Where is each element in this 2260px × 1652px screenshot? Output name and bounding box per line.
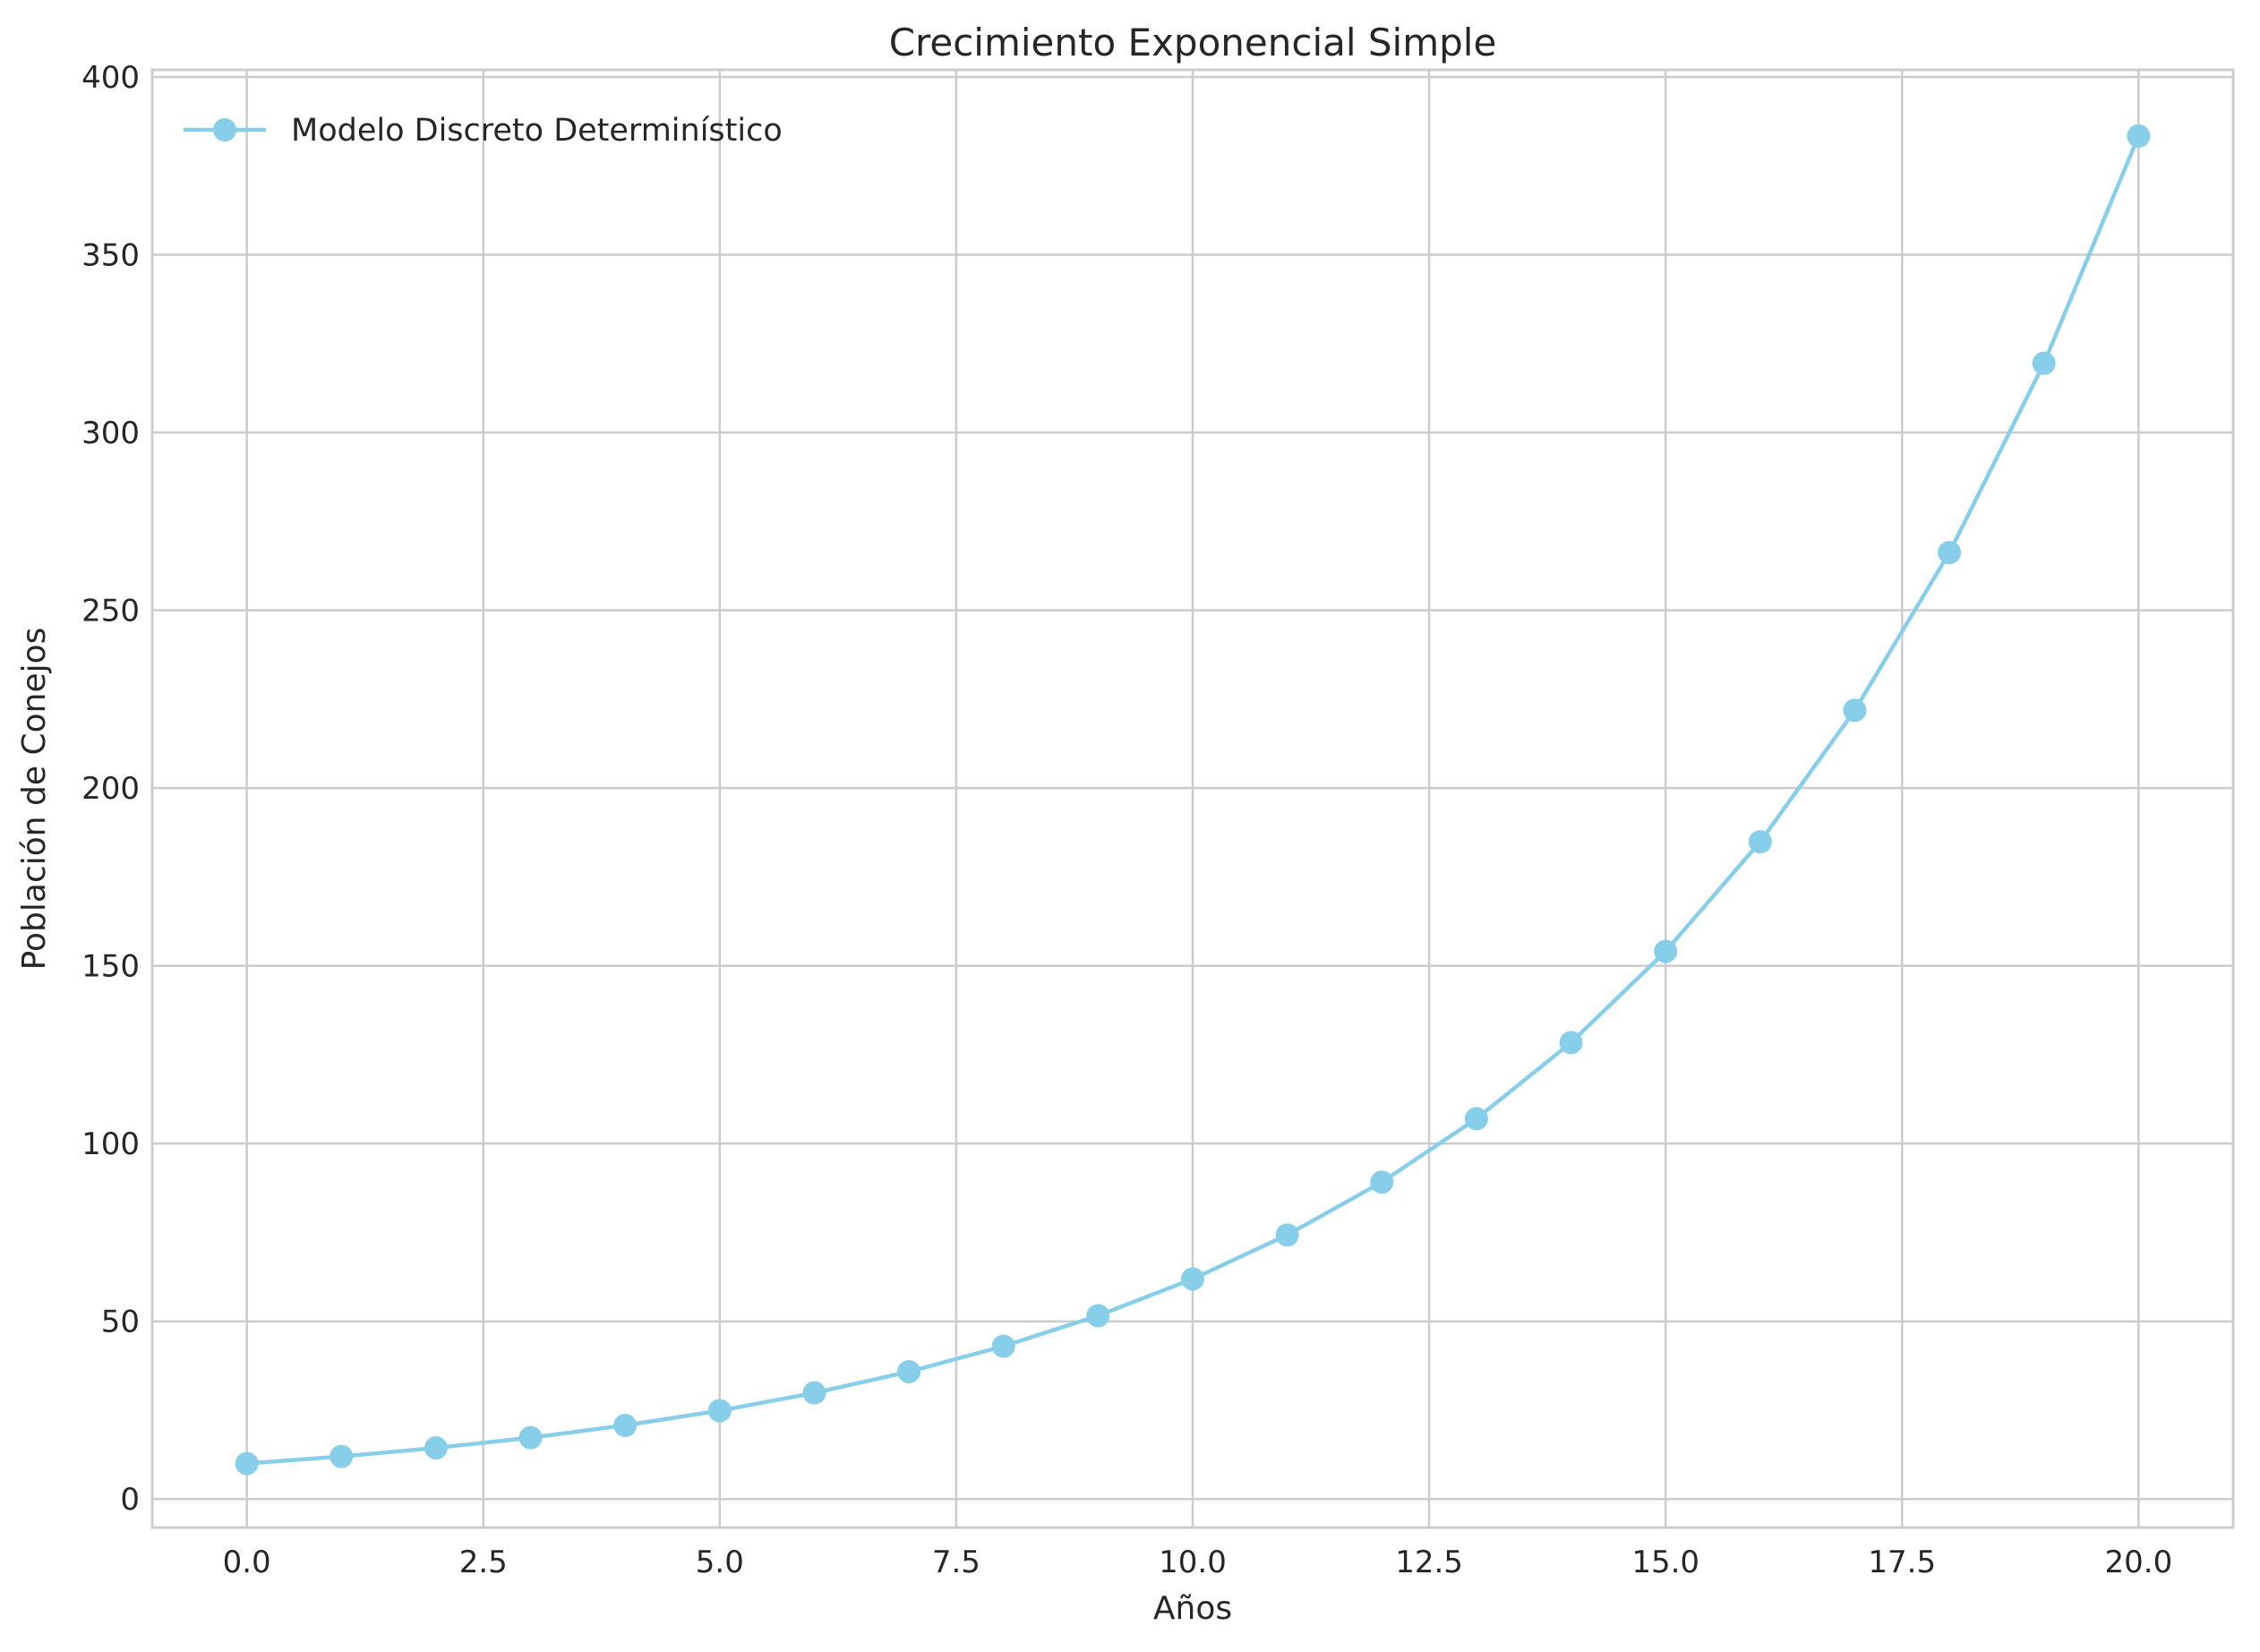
data-point bbox=[330, 1444, 354, 1468]
y-tick-label: 350 bbox=[81, 237, 140, 273]
y-axis-ticks: 0 50 100 150 200 250 300 350 400 bbox=[81, 60, 140, 1518]
x-tick-label: 17.5 bbox=[1868, 1545, 1936, 1580]
x-tick-label: 5.0 bbox=[696, 1545, 744, 1580]
legend-entry-label: Modelo Discreto Determinístico bbox=[291, 113, 783, 149]
y-axis-label: Población de Conejos bbox=[16, 628, 53, 971]
data-point bbox=[1748, 830, 1772, 854]
x-axis-ticks: 0.0 2.5 5.0 7.5 10.0 12.5 15.0 17.5 20.0 bbox=[223, 1545, 2173, 1580]
data-point bbox=[1843, 698, 1867, 723]
x-tick-label: 10.0 bbox=[1159, 1545, 1227, 1580]
data-point bbox=[1275, 1223, 1299, 1247]
y-tick-label: 400 bbox=[81, 60, 140, 96]
y-tick-label: 300 bbox=[81, 415, 140, 451]
y-tick-label: 150 bbox=[81, 949, 140, 985]
x-axis-label: Años bbox=[1153, 1590, 1232, 1627]
chart-title: Crecimiento Exponencial Simple bbox=[889, 21, 1497, 64]
y-tick-label: 0 bbox=[120, 1482, 140, 1518]
data-point bbox=[235, 1451, 259, 1476]
data-point bbox=[1181, 1267, 1204, 1291]
data-point bbox=[1464, 1107, 1488, 1131]
data-point bbox=[1559, 1031, 1583, 1055]
data-point bbox=[518, 1425, 543, 1450]
data-point bbox=[1938, 541, 1962, 565]
y-tick-label: 50 bbox=[101, 1305, 140, 1340]
data-point bbox=[1654, 939, 1678, 963]
data-point bbox=[424, 1436, 448, 1460]
data-point bbox=[1086, 1304, 1110, 1328]
y-tick-label: 250 bbox=[81, 594, 140, 629]
data-point bbox=[2032, 351, 2056, 375]
series-layer bbox=[235, 124, 2151, 1476]
x-tick-label: 20.0 bbox=[2105, 1545, 2173, 1580]
x-tick-label: 2.5 bbox=[459, 1545, 508, 1580]
legend: Modelo Discreto Determinístico bbox=[184, 113, 783, 149]
x-tick-label: 0.0 bbox=[223, 1545, 271, 1580]
plot-area-frame bbox=[150, 68, 2235, 1529]
x-tick-label: 15.0 bbox=[1631, 1545, 1699, 1580]
y-tick-label: 100 bbox=[81, 1126, 140, 1162]
data-point bbox=[897, 1359, 921, 1383]
data-point bbox=[991, 1334, 1015, 1358]
data-point bbox=[707, 1399, 732, 1423]
x-tick-label: 7.5 bbox=[932, 1545, 980, 1580]
legend-marker bbox=[213, 118, 236, 141]
x-tick-label: 12.5 bbox=[1395, 1545, 1463, 1580]
data-point bbox=[2127, 124, 2151, 148]
data-point bbox=[613, 1413, 638, 1437]
data-point bbox=[802, 1381, 826, 1405]
y-tick-label: 200 bbox=[81, 771, 140, 807]
grid-lines bbox=[152, 70, 2233, 1528]
data-point bbox=[1370, 1170, 1394, 1194]
